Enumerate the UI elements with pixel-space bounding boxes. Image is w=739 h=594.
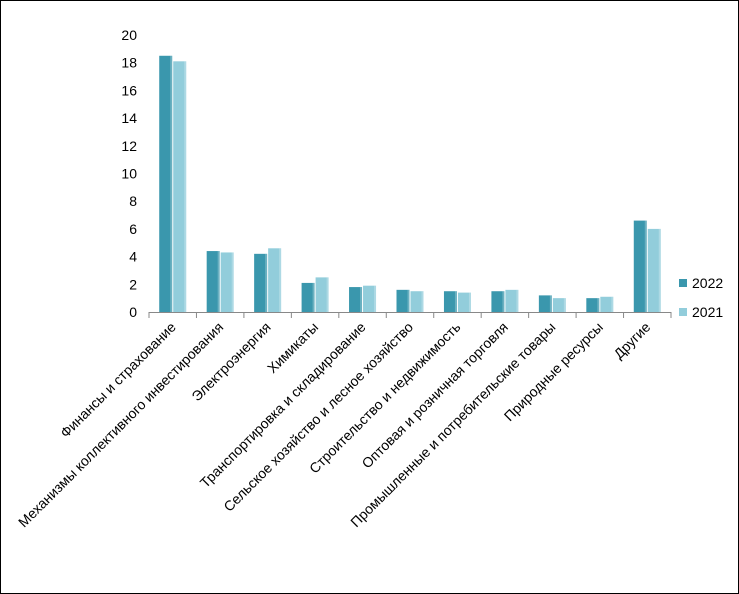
x-category-label: Транспортировка и складирование <box>197 319 369 491</box>
bar-shade-2021-0 <box>184 61 187 312</box>
legend-swatch-2022 <box>679 279 687 287</box>
bar-2022-9 <box>586 298 600 312</box>
legend-label-2021: 2021 <box>692 304 723 320</box>
bar-shade-2022-3 <box>312 282 315 312</box>
bars <box>159 55 661 313</box>
bar-shade-2021-6 <box>468 292 471 312</box>
bar-shade-2022-1 <box>217 251 220 312</box>
y-tick-label: 8 <box>129 193 137 209</box>
bar-2021-0 <box>173 61 187 312</box>
legend-swatch-2021 <box>679 308 687 316</box>
y-tick-label: 2 <box>129 276 137 292</box>
bar-2022-0 <box>159 55 173 313</box>
bar-2021-2 <box>268 248 282 312</box>
bar-shade-2021-3 <box>326 277 329 312</box>
bar-2022-1 <box>206 251 220 312</box>
bar-2022-8 <box>538 295 552 312</box>
bar-2021-6 <box>457 292 471 312</box>
bar-shade-2022-7 <box>502 291 505 312</box>
y-tick-label: 6 <box>129 221 137 237</box>
bar-shade-2021-8 <box>563 298 566 312</box>
y-axis-ticks: 0 2 4 6 8 10 12 14 16 18 20 <box>121 27 137 320</box>
bar-2022-7 <box>491 291 505 312</box>
y-tick-label: 12 <box>121 138 137 154</box>
legend: 2022 2021 <box>679 275 723 320</box>
bar-shade-2021-4 <box>374 285 377 312</box>
bar-shade-2022-5 <box>407 289 410 312</box>
bar-shade-2022-4 <box>360 287 363 312</box>
y-tick-label: 10 <box>121 166 137 182</box>
bar-shade-2022-10 <box>644 220 647 312</box>
bar-2021-5 <box>410 291 424 312</box>
x-axis-ticks <box>148 312 672 318</box>
x-category-label: Другие <box>610 319 653 362</box>
bar-shade-2022-6 <box>454 291 457 312</box>
bar-shade-2021-1 <box>231 252 234 312</box>
y-tick-label: 14 <box>121 110 137 126</box>
bar-2022-6 <box>443 291 457 312</box>
bar-2022-3 <box>301 282 315 312</box>
bar-shade-2022-8 <box>549 295 552 312</box>
y-tick-label: 0 <box>129 304 137 320</box>
bar-2022-10 <box>633 220 647 312</box>
bar-2022-4 <box>349 287 363 312</box>
bar-2021-7 <box>505 289 519 312</box>
legend-label-2022: 2022 <box>692 275 723 291</box>
y-tick-label: 16 <box>121 82 137 98</box>
bar-2021-1 <box>220 252 234 312</box>
bar-shade-2021-2 <box>279 248 282 312</box>
x-category-label: Механизмы коллективного инвестирования <box>15 319 226 530</box>
bar-2022-5 <box>396 289 410 312</box>
bar-shade-2022-2 <box>265 253 268 312</box>
bar-2021-9 <box>600 296 614 312</box>
bar-2022-2 <box>254 253 268 312</box>
bar-shade-2021-7 <box>516 289 519 312</box>
bar-2021-8 <box>552 298 566 312</box>
y-tick-label: 4 <box>129 249 137 265</box>
bar-shade-2021-10 <box>658 228 661 312</box>
bar-2021-10 <box>647 228 661 312</box>
bar-2021-4 <box>363 285 377 312</box>
bar-shade-2021-5 <box>421 291 424 312</box>
bar-shade-2022-9 <box>597 298 600 312</box>
bar-2021-3 <box>315 277 329 312</box>
y-tick-label: 20 <box>121 27 137 43</box>
bar-shade-2021-9 <box>611 296 614 312</box>
bar-shade-2022-0 <box>170 55 173 313</box>
y-tick-label: 18 <box>121 55 137 71</box>
